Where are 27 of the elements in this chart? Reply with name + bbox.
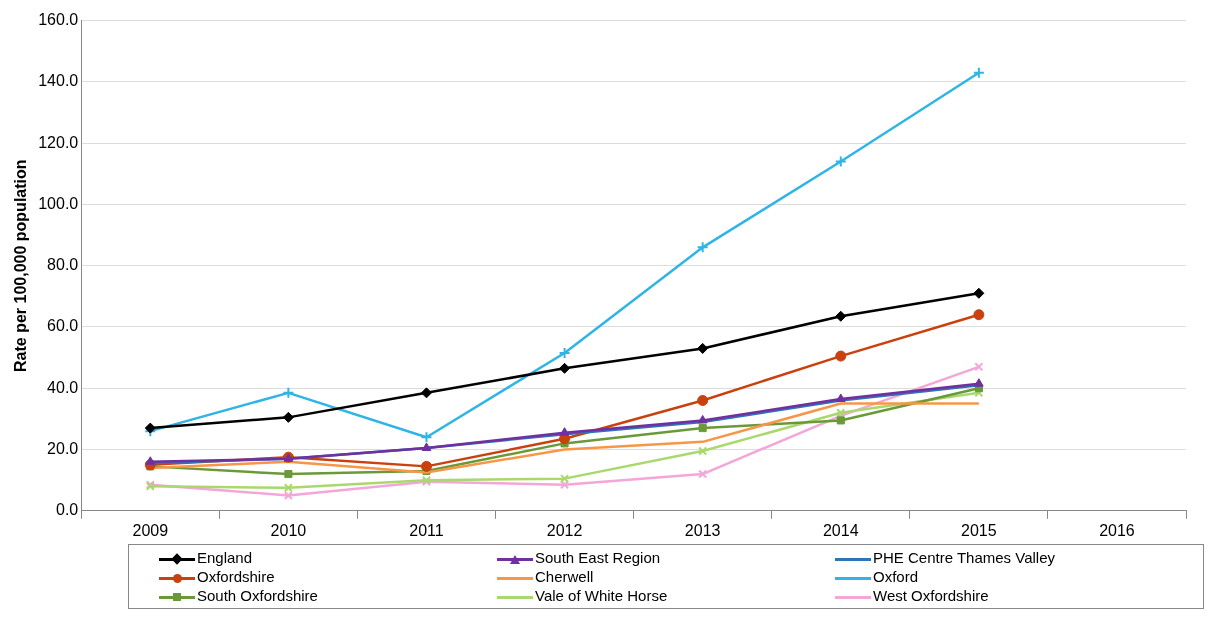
x-tick-label: 2013 <box>684 521 721 539</box>
y-tick-label: 160.0 <box>38 11 79 29</box>
y-tick-label: 40.0 <box>47 378 79 396</box>
legend-label: South Oxfordshire <box>197 587 318 604</box>
legend-label: PHE Centre Thames Valley <box>873 549 1056 566</box>
y-tick-label: 80.0 <box>47 256 79 274</box>
x-tick-label: 2011 <box>409 521 444 539</box>
y-tick-label: 60.0 <box>47 317 79 335</box>
x-tick-label: 2009 <box>132 521 169 539</box>
legend-label: Vale of White Horse <box>535 587 668 604</box>
y-tick-label: 100.0 <box>38 194 79 212</box>
y-tick-label: 20.0 <box>47 439 79 457</box>
y-axis-title: Rate per 100,000 population <box>12 159 30 372</box>
y-tick-label: 0.0 <box>55 501 79 519</box>
x-tick-label: 2014 <box>822 521 859 539</box>
x-tick-label: 2012 <box>546 521 583 539</box>
legend-label: England <box>197 549 253 566</box>
legend-label: Cherwell <box>535 568 594 585</box>
y-tick-label: 120.0 <box>38 133 79 151</box>
legend-label: South East Region <box>535 549 661 566</box>
legend-label: West Oxfordshire <box>873 587 989 604</box>
y-tick-label: 140.0 <box>38 72 79 90</box>
x-tick-label: 2015 <box>961 521 997 539</box>
legend-label: Oxfordshire <box>197 568 275 585</box>
x-tick-label: 2010 <box>270 521 307 539</box>
x-tick-label: 2016 <box>1099 521 1135 539</box>
legend-label: Oxford <box>873 568 919 585</box>
